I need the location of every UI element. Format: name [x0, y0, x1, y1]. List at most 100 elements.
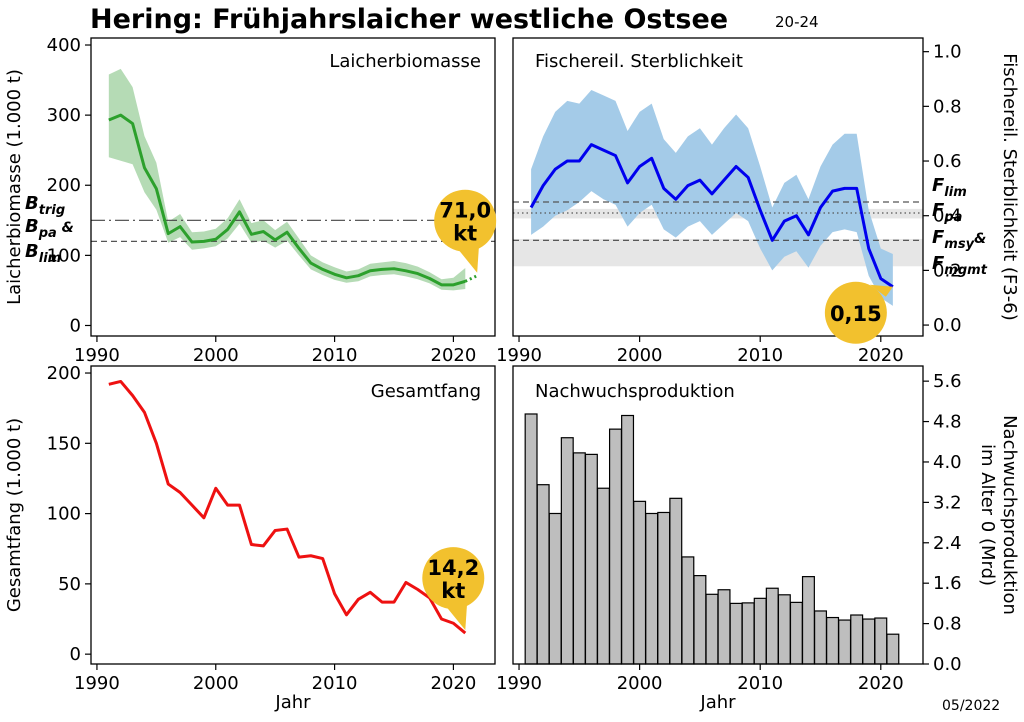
label-f-lim-base: F [932, 175, 945, 196]
label-b-trig-base: B [25, 193, 39, 214]
figure-subtitle: 20-24 [775, 13, 819, 31]
y-tick-label: 1.0 [933, 42, 962, 63]
callout-value: 71,0 [439, 199, 491, 223]
callout-bubble [824, 281, 887, 344]
x-tick-label: 2010 [312, 345, 358, 366]
y-tick-label: 0.8 [933, 614, 962, 635]
bar [536, 484, 550, 665]
reference-range [513, 238, 923, 267]
x-tick-label: 2000 [193, 345, 239, 366]
bar [584, 453, 598, 665]
label-f-lim-sub: lim [944, 185, 966, 200]
y-tick-label: 400 [47, 35, 81, 56]
y-tick-label: 100 [47, 245, 81, 266]
bar [572, 452, 586, 665]
plot-frame [90, 37, 496, 337]
bar [850, 614, 864, 665]
bar [645, 512, 659, 665]
label-f-msy-sub: msy [944, 237, 974, 252]
bar [705, 593, 719, 665]
plot-frame [512, 365, 924, 665]
y-tick-label: 150 [47, 433, 81, 454]
bar [862, 618, 876, 665]
bar [753, 597, 767, 665]
bar [874, 617, 888, 665]
y-tick-label: 0.6 [933, 151, 962, 172]
series-line [108, 379, 467, 635]
label-b-lim-base: B [25, 241, 39, 262]
label-b-lim: Blim [25, 241, 61, 266]
chart-fishing_mortality: 1990 2000 2010 2020 0.0 0.2 0.4 0.6 0.8 1.0 Fische… [496, 37, 1020, 366]
y-tick-label: 100 [47, 504, 81, 525]
label-f-lim: Flim [932, 175, 967, 200]
y-tick-label: 3.2 [933, 492, 962, 513]
y-axis-label: Fischereil. Sterblichkeit (F3-6) [999, 53, 1020, 320]
y-tick-label: 2.4 [933, 533, 962, 554]
x-tick-label: 2020 [431, 345, 477, 366]
confidence-band [108, 68, 466, 291]
panel-title: Nachwuchsproduktion [535, 381, 735, 402]
label-b-trig-sub: trig [39, 203, 65, 218]
bar [886, 633, 900, 665]
bar [669, 497, 683, 665]
y-tick-label: 0.8 [933, 96, 962, 117]
label-f-msy: Fmsy& [932, 227, 986, 252]
x-tick-label: 1990 [496, 673, 542, 694]
y-tick-label: 0.2 [933, 260, 962, 281]
label-b-pa: Bpa & [25, 216, 74, 241]
x-tick-label: 2010 [312, 673, 358, 694]
plot-frame [90, 365, 496, 665]
y-tick-label: 0.0 [933, 654, 962, 675]
callout-bubble [422, 547, 485, 610]
bar [789, 601, 803, 665]
figure-title: Hering: Frühjahrslaicher westliche Ostse… [90, 4, 728, 35]
y-axis-label-line1: Nachwuchsproduktion [999, 415, 1020, 615]
label-f-pa-base: F [932, 200, 945, 221]
y-tick-label: 0 [70, 644, 81, 665]
x-tick-label: 1990 [74, 673, 120, 694]
callout-pointer [869, 284, 893, 297]
label-f-mgmt-base: F [932, 253, 945, 274]
y-tick-label: 50 [58, 574, 81, 595]
label-f-mgmt-sub: mgmt [944, 263, 987, 278]
label-f-msy-base: F [932, 227, 945, 248]
bar [801, 576, 815, 665]
bar [729, 602, 743, 665]
x-tick-label: 2020 [858, 345, 904, 366]
chart-catch: 1990 2000 2010 2020 0 50 100 150 200 Gesamtfang Ja… [4, 363, 496, 713]
bar [741, 602, 755, 665]
y-tick-label: 5.6 [933, 371, 962, 392]
bar [621, 414, 635, 665]
bar [608, 428, 623, 665]
y-tick-label: 200 [47, 363, 81, 384]
x-tick-label: 1990 [496, 345, 542, 366]
x-tick-label: 2000 [617, 345, 663, 366]
label-b-lim-sub: lim [39, 251, 61, 266]
label-b-pa-base: B [25, 216, 39, 237]
series-line [108, 113, 466, 287]
plot-frame [512, 37, 924, 337]
x-tick-label: 2010 [737, 673, 783, 694]
bar [717, 589, 731, 665]
bar [596, 487, 610, 665]
callout-value: 14,2 [427, 556, 479, 580]
bar [693, 575, 707, 665]
panel-title: Fischereil. Sterblichkeit [535, 51, 743, 72]
label-f-mgmt: Fmgmt [932, 253, 988, 278]
figure-date: 05/2022 [942, 698, 1000, 714]
label-b-trig: Btrig [25, 193, 65, 218]
bar [548, 512, 562, 665]
y-tick-label: 200 [47, 175, 81, 196]
bar [813, 610, 828, 665]
callout-unit: kt [453, 222, 477, 246]
y-tick-label: 0 [70, 315, 81, 336]
y-tick-label: 4.0 [933, 452, 962, 473]
bar [838, 619, 852, 665]
confidence-band [531, 89, 893, 306]
series-line [529, 143, 894, 289]
x-tick-label: 2020 [431, 673, 477, 694]
chart-ssb: 1990 2000 2010 2020 0 100 200 300 400 Laicherbiom… [4, 35, 497, 366]
x-axis-label: Jahr [699, 692, 736, 713]
